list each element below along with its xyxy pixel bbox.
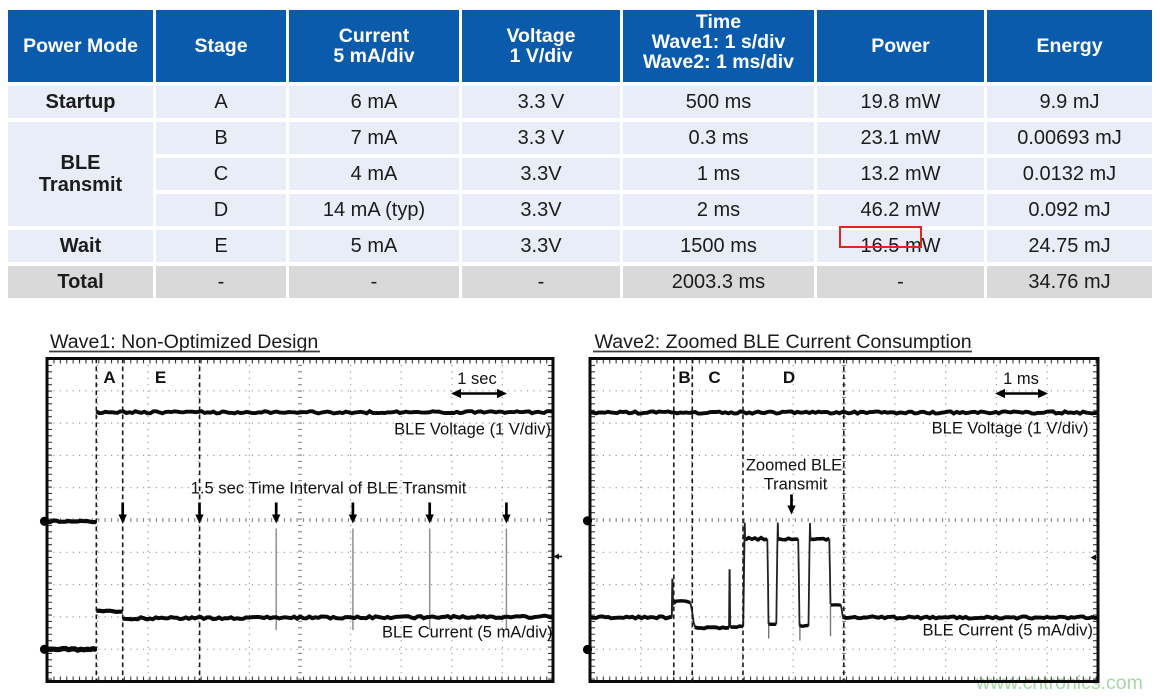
- svg-text:1.5 sec Time Interval of BLE T: 1.5 sec Time Interval of BLE Transmit: [191, 479, 467, 498]
- svg-text:BLE Current (5 mA/div): BLE Current (5 mA/div): [382, 624, 553, 642]
- svg-text:Transmit: Transmit: [764, 476, 828, 494]
- svg-text:1 sec: 1 sec: [457, 370, 496, 388]
- svg-text:Wave2: Zoomed BLE Current Cons: Wave2: Zoomed BLE Current Consumption: [595, 331, 972, 353]
- svg-text:BLE Voltage (1 V/div): BLE Voltage (1 V/div): [394, 421, 551, 439]
- svg-text:Zoomed BLE: Zoomed BLE: [746, 457, 842, 475]
- svg-text:BLE Voltage (1 V/div): BLE Voltage (1 V/div): [932, 420, 1089, 438]
- svg-text:1 ms: 1 ms: [1003, 370, 1039, 388]
- svg-text:C: C: [708, 368, 720, 387]
- svg-text:D: D: [783, 368, 795, 387]
- svg-text:BLE Current (5 mA/div): BLE Current (5 mA/div): [922, 622, 1093, 640]
- svg-text:A: A: [103, 368, 115, 387]
- svg-text:E: E: [155, 368, 166, 387]
- svg-text:Wave1: Non-Optimized Design: Wave1: Non-Optimized Design: [50, 331, 318, 353]
- svg-text:B: B: [678, 368, 690, 387]
